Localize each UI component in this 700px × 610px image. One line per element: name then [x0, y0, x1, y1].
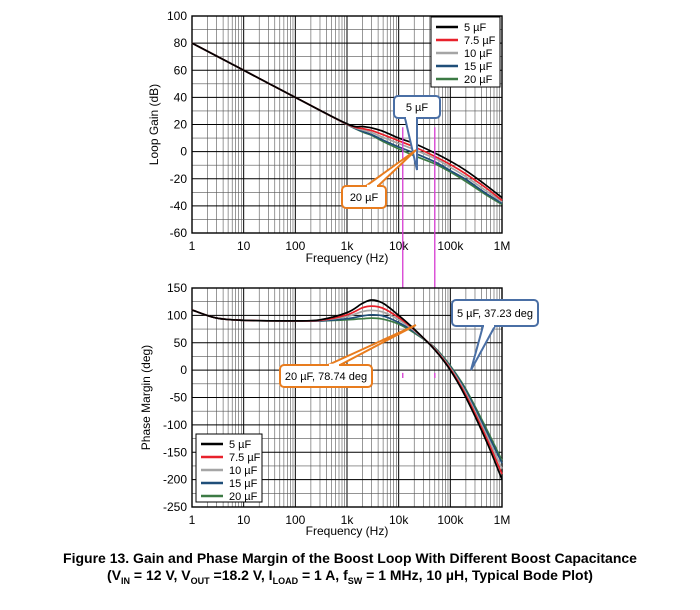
caption-line-2: (VIN = 12 V, VOUT =18.2 V, ILOAD = 1 A, … — [0, 567, 700, 590]
legend-label: 7.5 µF — [229, 452, 261, 464]
legend-label: 20 µF — [229, 491, 258, 503]
callout-box — [341, 185, 387, 209]
y-tick-label: 150 — [167, 281, 187, 295]
x-axis-label: Frequency (Hz) — [306, 524, 389, 538]
x-tick-label: 1M — [494, 513, 511, 527]
y-tick-label: 0 — [180, 145, 187, 159]
plot-frame — [191, 15, 503, 234]
callout-label: 5 µF — [406, 102, 429, 114]
legend-label: 20 µF — [464, 74, 493, 86]
y-tick-label: 50 — [174, 336, 188, 350]
x-tick-label: 1k — [341, 239, 355, 253]
y-tick-label: -50 — [170, 391, 188, 405]
callout-label: 5 µF, 37.23 deg — [457, 308, 533, 320]
x-tick-label: 100 — [285, 239, 305, 253]
y-tick-label: -20 — [170, 172, 188, 186]
figure-caption: Figure 13. Gain and Phase Margin of the … — [0, 550, 700, 590]
y-tick-label: 20 — [174, 118, 188, 132]
caption-iload-sub: LOAD — [272, 575, 299, 586]
x-tick-label: 1 — [189, 239, 196, 253]
caption-fsw-sub: SW — [347, 575, 363, 586]
caption-vin-value: = 12 V, V — [130, 567, 191, 583]
caption-vout-sub: OUT — [190, 575, 210, 586]
callout-label: 20 µF — [350, 192, 379, 204]
legend-box — [195, 433, 263, 503]
y-tick-label: 0 — [180, 363, 187, 377]
y-tick-label: -100 — [163, 418, 187, 432]
y-tick-label: -250 — [163, 500, 187, 514]
x-tick-label: 100k — [437, 239, 464, 253]
legend-label: 15 µF — [464, 61, 493, 73]
y-tick-label: 60 — [174, 63, 188, 77]
y-tick-label: 40 — [174, 90, 188, 104]
legend-label: 15 µF — [229, 478, 258, 490]
caption-fsw-value: = 1 MHz, 10 µH, Typical Bode Plot) — [362, 567, 593, 583]
y-tick-label: -150 — [163, 445, 187, 459]
x-tick-label: 1k — [341, 513, 355, 527]
legend-label: 5 µF — [464, 22, 487, 34]
y-tick-label: 80 — [174, 36, 188, 50]
callout-box — [393, 95, 441, 119]
callout-box — [451, 299, 539, 327]
series-line-1 — [191, 299, 503, 480]
loop-gain-chart: -60 -40 -20 0 20 40 60 80 100 1 10 100 1k 10k 100k 1M Fr… — [147, 9, 510, 265]
y-tick-label: 100 — [167, 308, 187, 322]
y-tick-label: -60 — [170, 226, 188, 240]
x-tick-label: 10 — [237, 513, 251, 527]
legend-label: 10 µF — [464, 48, 493, 60]
phase-margin-chart: -250 -200 -150 -100 -50 0 50 100 150 1 10 100 1k 10k 1… — [139, 281, 539, 538]
x-tick-label: 1M — [494, 239, 511, 253]
caption-line-1: Figure 13. Gain and Phase Margin of the … — [63, 550, 637, 566]
y-tick-label: -40 — [170, 199, 188, 213]
caption-vout-value: =18.2 V, I — [209, 567, 273, 583]
caption-iload-value: = 1 A, f — [298, 567, 348, 583]
plot-frame — [191, 287, 503, 508]
series-line-1 — [191, 42, 503, 199]
y-tick-label: -200 — [163, 473, 187, 487]
x-tick-label: 10k — [389, 239, 409, 253]
y-axis-label: Loop Gain (dB) — [147, 84, 161, 165]
legend-label: 10 µF — [229, 465, 258, 477]
x-tick-label: 100 — [285, 513, 305, 527]
caption-open: (V — [107, 567, 122, 583]
legend-label: 7.5 µF — [464, 35, 496, 47]
y-axis-label: Phase Margin (deg) — [139, 345, 153, 450]
callout-label: 20 µF, 78.74 deg — [285, 371, 367, 383]
x-axis-label: Frequency (Hz) — [306, 251, 389, 265]
x-tick-label: 1 — [189, 513, 196, 527]
x-tick-label: 10 — [237, 239, 251, 253]
x-tick-label: 10k — [389, 513, 409, 527]
legend-label: 5 µF — [229, 439, 252, 451]
x-tick-label: 100k — [437, 513, 464, 527]
y-tick-label: 100 — [167, 9, 187, 23]
callout-box — [279, 364, 373, 388]
caption-vin-sub: IN — [121, 575, 131, 586]
